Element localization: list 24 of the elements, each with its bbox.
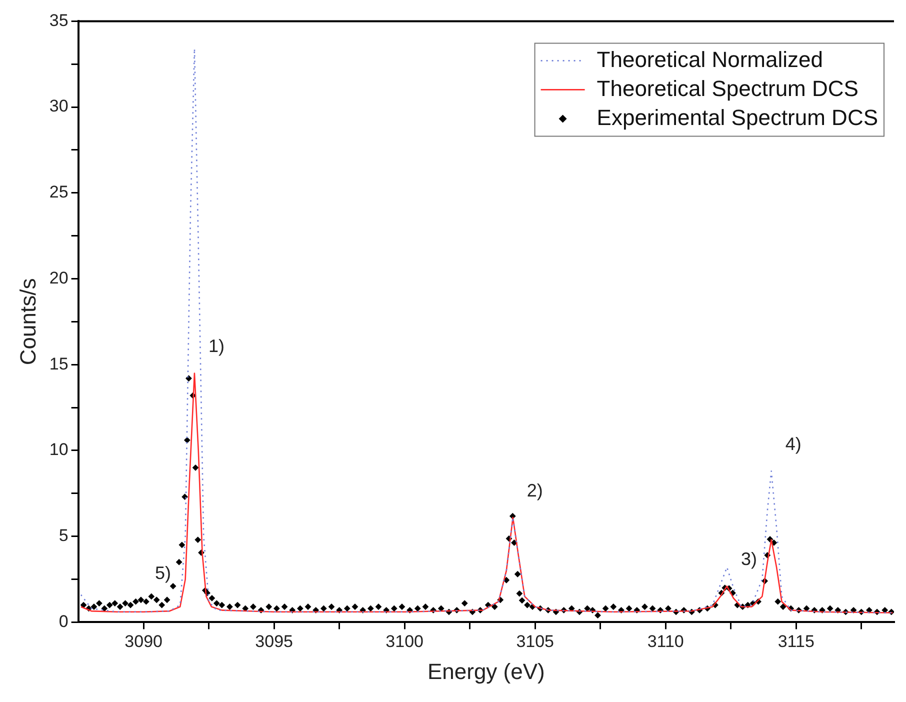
- y-tick-label: 5: [58, 526, 68, 546]
- annotation: 4): [785, 434, 802, 454]
- y-tick-label: 15: [49, 354, 68, 374]
- legend-label: Theoretical Normalized: [596, 46, 823, 72]
- x-tick-label: 3110: [647, 632, 684, 652]
- y-tick-label: 10: [49, 440, 68, 460]
- y-tick-label: 0: [58, 612, 68, 631]
- y-tick-label: 35: [49, 10, 68, 30]
- x-tick-label: 3090: [124, 632, 162, 652]
- x-tick-label: 3115: [778, 632, 814, 652]
- legend-label: Experimental Spectrum DCS: [596, 104, 878, 130]
- y-tick-label: 20: [49, 268, 68, 288]
- x-tick-label: 3095: [255, 632, 293, 652]
- x-axis-title: Energy (eV): [427, 658, 545, 684]
- annotation: 3): [740, 549, 757, 570]
- y-tick-label: 30: [49, 96, 68, 116]
- x-tick-label: 3105: [516, 632, 554, 652]
- legend-label: Theoretical Spectrum DCS: [596, 76, 858, 101]
- annotation: 2): [526, 480, 543, 500]
- annotation: 5): [154, 562, 171, 583]
- y-axis-title: Counts/s: [15, 278, 40, 366]
- annotation: 1): [208, 336, 224, 356]
- y-tick-label: 25: [49, 182, 68, 202]
- x-tick-label: 3100: [386, 632, 424, 652]
